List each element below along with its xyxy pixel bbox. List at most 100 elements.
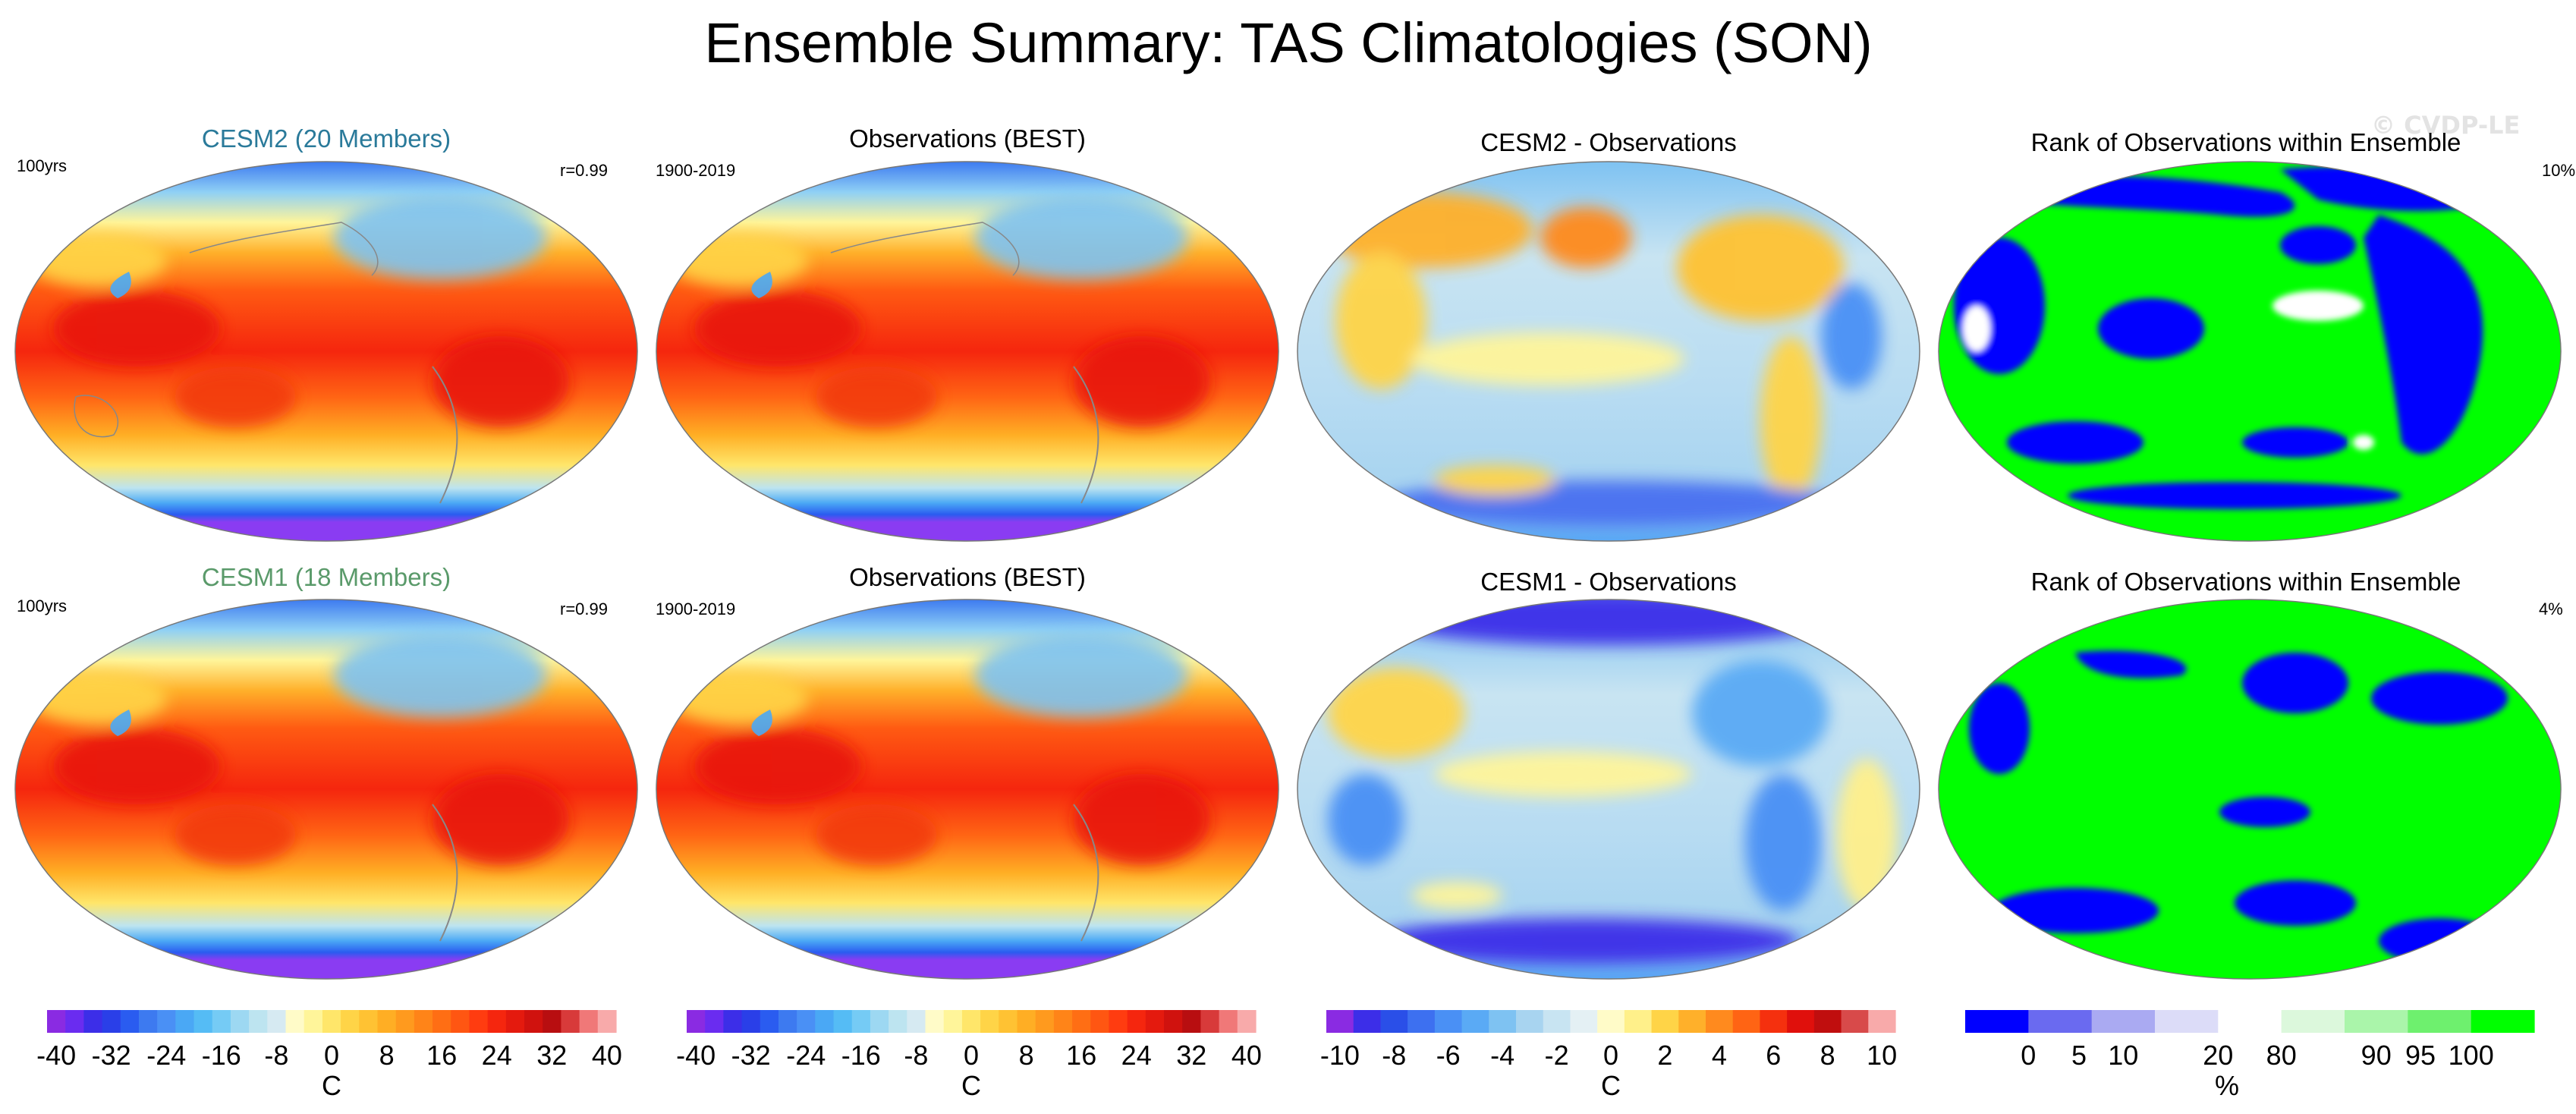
colorbar-swatch [1868,1010,1896,1033]
colorbar-swatch [2091,1010,2156,1033]
colorbar-swatch [230,1010,250,1033]
colorbar-swatch [432,1010,451,1033]
colorbar-tick-label: 0 [1603,1040,1618,1071]
colorbar-tick-label: 20 [2203,1040,2233,1071]
colorbar-swatch [1516,1010,1544,1033]
colorbar-swatch [1164,1010,1183,1033]
colorbar-tick-label: -8 [264,1040,288,1071]
colorbar-swatch [1237,1010,1257,1033]
panel-title: CESM2 (20 Members) [202,124,451,153]
panel-right-label: r=0.99 [560,599,608,618]
colorbar-swatch [1651,1010,1679,1033]
panel-right-label: r=0.99 [560,161,608,180]
colorbar-swatch [505,1010,525,1033]
colorbar-swatch [2155,1010,2219,1033]
panel-title: CESM2 - Observations [1480,128,1736,156]
colorbar-swatch [778,1010,797,1033]
colorbar-tick-label: 10 [2108,1040,2138,1071]
colorbar-tick-label: 24 [1121,1040,1152,1071]
colorbar-swatch [322,1010,341,1033]
colorbar-swatch [1489,1010,1517,1033]
colorbar-swatch [1200,1010,1220,1033]
colorbar-tick-label: 0 [2021,1040,2036,1071]
colorbar-swatch [1408,1010,1436,1033]
colorbar-swatch [797,1010,816,1033]
panel-title: Observations (BEST) [849,563,1086,591]
colorbar-swatch [47,1010,66,1033]
colorbar-swatch [1053,1010,1073,1033]
colorbar-swatch [212,1010,231,1033]
colorbar-swatch [285,1010,305,1033]
colorbar-unit-label: C [1601,1070,1621,1101]
colorbar-swatch [1570,1010,1598,1033]
colorbar-swatch [157,1010,176,1033]
colorbar-swatch [1145,1010,1165,1033]
colorbar-swatch [1597,1010,1625,1033]
panel-title: Observations (BEST) [849,124,1086,153]
map-cesm2-climatology [14,161,638,542]
colorbar-tick-label: 40 [1231,1040,1262,1071]
colorbar-tick-label: 6 [1766,1040,1781,1071]
panel-title: Rank of Observations within Ensemble [2031,128,2461,156]
colorbar-swatch [193,1010,213,1033]
colorbar-swatch [487,1010,507,1033]
colorbar-swatch [175,1010,195,1033]
panel-left-label: 100yrs [17,596,67,615]
colorbar-swatch [815,1010,835,1033]
colorbar-tick-label: 2 [1657,1040,1672,1071]
colorbar-tick-label: 100 [2449,1040,2494,1071]
colorbar-swatch [687,1010,706,1033]
colorbar-swatch [1624,1010,1653,1033]
colorbar-swatch [249,1010,268,1033]
colorbar-swatch [377,1010,397,1033]
colorbar-swatch [414,1010,433,1033]
colorbar-swatch [304,1010,323,1033]
colorbar-swatch [138,1010,158,1033]
colorbar-swatch [760,1010,779,1033]
colorbar-swatch [102,1010,121,1033]
colorbar-swatch [1380,1010,1408,1033]
colorbar-tick-label: -4 [1490,1040,1514,1071]
colorbar-swatch [1543,1010,1571,1033]
colorbar-tick-label: 90 [2361,1040,2392,1071]
panel-title: Rank of Observations within Ensemble [2031,568,2461,596]
colorbar-tick-label: 4 [1712,1040,1727,1071]
colorbar-tick-label: -32 [92,1040,131,1071]
colorbar-swatch [1017,1010,1036,1033]
colorbar-tick-label: 80 [2266,1040,2297,1071]
colorbar-swatch [1127,1010,1146,1033]
colorbar-tick-label: 32 [536,1040,567,1071]
colorbar-tick-label: -16 [202,1040,241,1071]
colorbar-tick-label: 40 [592,1040,622,1071]
colorbar-swatch [83,1010,103,1033]
map-rank-cesm1 [1938,599,2562,980]
colorbar-swatch [359,1010,379,1033]
colorbar-tick-label: 16 [426,1040,457,1071]
colorbar-tick-label: -40 [676,1040,716,1071]
colorbar-swatch [723,1010,743,1033]
colorbar-tick-label: -32 [731,1040,771,1071]
panel-left-label: 100yrs [17,156,67,175]
colorbar-swatch [1678,1010,1706,1033]
colorbar-tick-label: 8 [1019,1040,1034,1071]
colorbar-swatch [2345,1010,2408,1033]
colorbar-swatch [2281,1010,2345,1033]
colorbar-swatch [1326,1010,1354,1033]
colorbar-swatch [1109,1010,1128,1033]
colorbar-swatch [2218,1010,2282,1033]
colorbar-swatch [1732,1010,1761,1033]
panel-title: CESM1 - Observations [1480,568,1736,596]
colorbar-tick-label: 95 [2405,1040,2436,1071]
colorbar-swatch [943,1010,963,1033]
panel-left-label: 1900-2019 [656,599,735,618]
map-cesm2-minus-observations [1297,161,1920,542]
figure-title: Ensemble Summary: TAS Climatologies (SON… [704,11,1872,74]
colorbar-swatch [2028,1010,2093,1033]
colorbar-swatch [1461,1010,1489,1033]
panel-title: CESM1 (18 Members) [202,563,451,591]
colorbar-swatch [925,1010,945,1033]
colorbar-swatch [451,1010,470,1033]
colorbar-swatch [705,1010,724,1033]
colorbar-swatch [341,1010,360,1033]
colorbar-swatch [999,1010,1018,1033]
